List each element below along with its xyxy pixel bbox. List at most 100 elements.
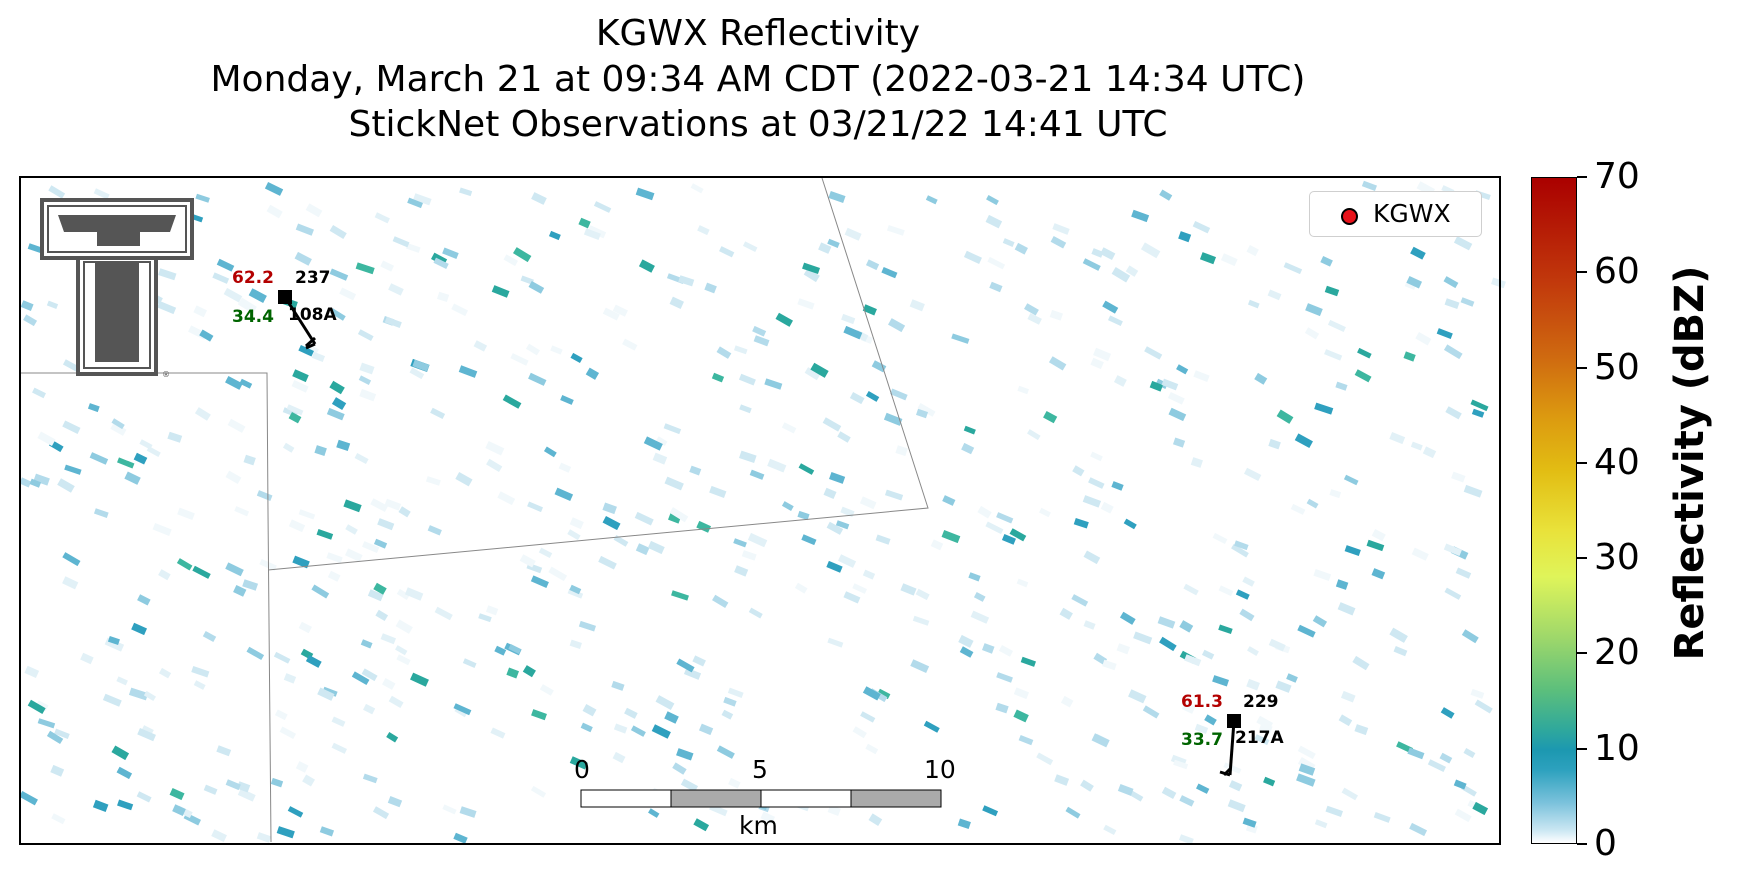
reflectivity-pixel (172, 804, 186, 816)
reflectivity-pixel (910, 659, 930, 674)
reflectivity-pixel (578, 217, 591, 229)
reflectivity-pixel (728, 777, 741, 789)
reflectivity-pixel (698, 723, 714, 736)
reflectivity-pixel (330, 308, 346, 321)
reflectivity-pixel (1357, 347, 1372, 359)
reflectivity-pixel (410, 672, 429, 687)
reflectivity-pixel (859, 496, 877, 510)
reflectivity-pixel (1439, 752, 1453, 764)
reflectivity-pixel (798, 463, 815, 475)
reflectivity-pixel (1460, 297, 1475, 307)
reflectivity-pixel (455, 472, 473, 487)
reflectivity-pixel (550, 345, 563, 355)
map-legend: KGWX (1309, 191, 1482, 237)
reflectivity-pixel (651, 724, 671, 739)
reflectivity-pixel (1113, 375, 1127, 387)
reflectivity-pixel (611, 680, 625, 691)
reflectivity-pixel (1083, 550, 1101, 565)
reflectivity-pixel (1254, 372, 1268, 385)
station-108A-direction: 237 (295, 268, 331, 288)
colorbar-tick-label: 70 (1594, 156, 1640, 197)
reflectivity-pixel (1371, 568, 1386, 580)
reflectivity-pixel (343, 499, 362, 513)
reflectivity-pixel (1305, 303, 1323, 317)
reflectivity-pixel (374, 212, 390, 224)
reflectivity-pixel (23, 314, 38, 327)
reflectivity-pixel (87, 403, 100, 413)
reflectivity-pixel (871, 360, 887, 373)
reflectivity-pixel (373, 538, 388, 549)
reflectivity-pixel (1173, 759, 1189, 770)
reflectivity-pixel (62, 552, 81, 567)
reflectivity-pixel (375, 609, 389, 622)
reflectivity-pixel (116, 766, 133, 780)
reflectivity-echoes (19, 180, 1506, 845)
reflectivity-pixel (1111, 481, 1124, 491)
reflectivity-pixel (1312, 615, 1328, 628)
reflectivity-pixel (128, 687, 149, 701)
reflectivity-pixel (1340, 690, 1356, 703)
reflectivity-pixel (363, 703, 376, 715)
reflectivity-pixel (804, 367, 821, 381)
reflectivity-pixel (1080, 779, 1094, 792)
reflectivity-pixel (838, 554, 857, 568)
reflectivity-pixel (942, 495, 956, 506)
station-marker (278, 290, 292, 304)
reflectivity-pixel (1020, 656, 1036, 667)
reflectivity-pixel (567, 529, 581, 541)
reflectivity-pixel (1119, 611, 1136, 625)
reflectivity-pixel (712, 594, 729, 608)
reflectivity-pixel (1324, 349, 1343, 361)
reflectivity-pixel (1259, 722, 1273, 734)
reflectivity-pixel (193, 305, 207, 318)
reflectivity-pixel (1088, 477, 1105, 489)
reflectivity-pixel (139, 439, 153, 450)
reflectivity-pixel (51, 813, 66, 825)
reflectivity-pixel (1072, 465, 1085, 477)
reflectivity-pixel (781, 501, 794, 511)
reflectivity-pixel (1354, 369, 1372, 383)
reflectivity-pixel (295, 223, 314, 236)
reflectivity-pixel (1352, 655, 1370, 671)
reflectivity-colorbar (1531, 177, 1577, 844)
reflectivity-pixel (538, 547, 553, 559)
reflectivity-pixel (996, 512, 1014, 524)
reflectivity-pixel (508, 644, 522, 655)
reflectivity-pixel (802, 262, 821, 275)
reflectivity-pixel (1199, 252, 1217, 265)
reflectivity-pixel (865, 259, 880, 271)
reflectivity-pixel (351, 671, 370, 686)
reflectivity-pixel (386, 732, 399, 743)
reflectivity-pixel (1036, 752, 1054, 766)
reflectivity-pixel (1100, 247, 1116, 261)
reflectivity-pixel (276, 826, 295, 839)
reflectivity-pixel (1283, 262, 1303, 275)
reflectivity-pixel (316, 529, 334, 540)
reflectivity-pixel (1161, 786, 1177, 799)
reflectivity-pixel (1422, 446, 1437, 459)
reflectivity-pixel (116, 676, 128, 686)
reflectivity-pixel (598, 555, 617, 570)
reflectivity-pixel (1027, 313, 1042, 325)
reflectivity-pixel (1193, 370, 1210, 382)
reflectivity-pixel (395, 619, 413, 634)
reflectivity-pixel (331, 716, 346, 727)
reflectivity-pixel (669, 507, 689, 523)
reflectivity-pixel (531, 192, 547, 205)
reflectivity-pixel (539, 684, 554, 696)
reflectivity-pixel (491, 285, 510, 298)
reflectivity-pixel (1371, 528, 1386, 542)
reflectivity-pixel (305, 203, 323, 218)
reflectivity-pixel (554, 487, 574, 502)
reflectivity-pixel (442, 247, 459, 260)
reflectivity-pixel (359, 362, 375, 375)
reflectivity-pixel (1410, 441, 1423, 451)
reflectivity-pixel (826, 560, 843, 573)
reflectivity-pixel (225, 779, 241, 791)
reflectivity-pixel (1366, 539, 1385, 552)
reflectivity-pixel (37, 718, 56, 729)
reflectivity-pixel (237, 788, 256, 802)
reflectivity-pixel (486, 458, 503, 473)
reflectivity-pixel (1393, 645, 1408, 657)
reflectivity-pixel (264, 182, 284, 196)
